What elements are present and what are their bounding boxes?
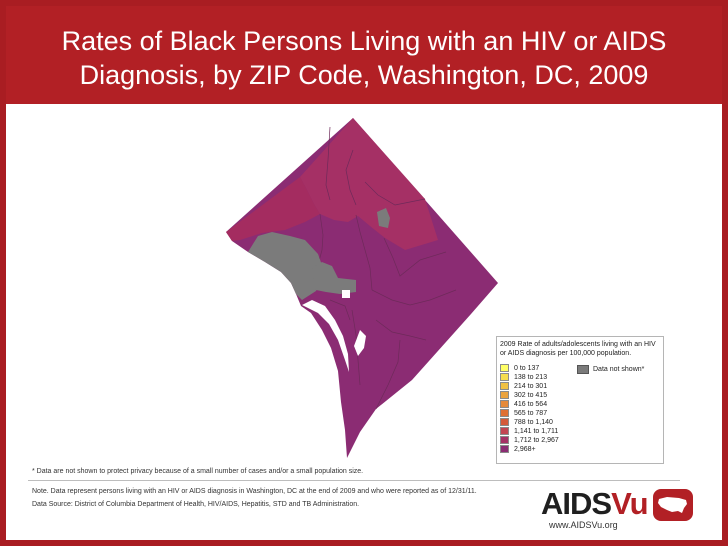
legend-label: 0 to 137	[514, 365, 540, 372]
legend-label: 214 to 301	[514, 383, 548, 390]
legend-item: 138 to 213	[500, 373, 547, 382]
legend-label-not-shown: Data not shown*	[593, 366, 645, 373]
us-map-icon	[653, 489, 693, 521]
legend-label: 1,141 to 1,711	[514, 428, 559, 435]
legend-label: 565 to 787	[514, 410, 548, 417]
logo-text-aids: AIDS	[541, 486, 612, 521]
privacy-footnote: * Data are not shown to protect privacy …	[32, 468, 364, 475]
legend-swatch	[500, 436, 509, 444]
legend-item-not-shown: Data not shown*	[577, 365, 644, 375]
legend-swatch	[500, 382, 509, 390]
legend-swatch	[500, 364, 509, 372]
map-legend: 2009 Rate of adults/adolescents living w…	[496, 336, 664, 464]
legend-item: 2,968+	[500, 445, 536, 454]
slide-title: Rates of Black Persons Living with an HI…	[61, 26, 667, 90]
legend-swatch	[500, 391, 509, 399]
divider	[28, 480, 680, 481]
legend-item: 788 to 1,140	[500, 418, 553, 427]
legend-label: 302 to 415	[514, 392, 548, 399]
logo-url: www.AIDSVu.org	[549, 520, 618, 530]
legend-item: 565 to 787	[500, 409, 547, 418]
legend-label: 138 to 213	[514, 374, 548, 381]
legend-swatch	[500, 373, 509, 381]
map-region-not-shown-west	[248, 232, 323, 300]
legend-swatch	[500, 409, 509, 417]
legend-swatch-not-shown	[577, 365, 589, 374]
legend-item: 416 to 564	[500, 400, 547, 409]
data-source-text: Data Source: District of Columbia Depart…	[32, 501, 360, 508]
legend-label: 788 to 1,140	[514, 419, 553, 426]
mall-gap	[342, 290, 350, 298]
legend-item: 1,141 to 1,711	[500, 427, 558, 436]
map-region-not-shown-central	[312, 262, 356, 294]
logo-wordmark: AIDSVu	[541, 486, 649, 522]
legend-swatch	[500, 418, 509, 426]
legend-swatch	[500, 427, 509, 435]
map-region-north	[300, 118, 438, 250]
logo-text-vu: Vu	[611, 486, 648, 521]
map-region-northwest	[226, 177, 320, 241]
legend-swatch	[500, 445, 509, 453]
note-text: Note. Data represent persons living with…	[32, 488, 477, 495]
map-region-not-shown-northeast	[377, 208, 390, 228]
legend-item: 302 to 415	[500, 391, 547, 400]
legend-label: 1,712 to 2,967	[514, 437, 559, 444]
legend-title: 2009 Rate of adults/adolescents living w…	[500, 341, 656, 357]
title-band: Rates of Black Persons Living with an HI…	[6, 6, 722, 104]
legend-item: 0 to 137	[500, 364, 539, 373]
river	[302, 300, 349, 372]
legend-item: 1,712 to 2,967	[500, 436, 559, 445]
aidsvu-logo: AIDSVu www.AIDSVu.org	[541, 486, 711, 536]
legend-label: 416 to 564	[514, 401, 548, 408]
river-island	[354, 330, 366, 356]
legend-swatch	[500, 400, 509, 408]
legend-label: 2,968+	[514, 446, 536, 453]
legend-item: 214 to 301	[500, 382, 547, 391]
zip-boundaries	[317, 126, 457, 410]
